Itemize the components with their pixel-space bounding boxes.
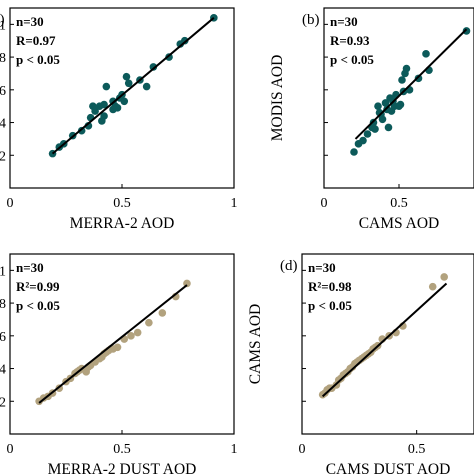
y-axis-label: MODIS AOD xyxy=(269,55,286,142)
plot-area xyxy=(35,279,191,406)
data-point xyxy=(127,332,135,340)
y-tick-label: 1 xyxy=(0,18,6,33)
y-tick-label: 0.2 xyxy=(0,149,6,164)
plot-area xyxy=(318,273,448,399)
stat-line: n=30 xyxy=(330,14,358,29)
regression-line xyxy=(38,284,188,404)
data-point xyxy=(158,309,167,317)
x-tick-label: 1 xyxy=(231,442,238,457)
data-point xyxy=(120,97,129,106)
stat-line: n=30 xyxy=(16,260,44,275)
data-point xyxy=(440,273,448,281)
data-point xyxy=(102,82,111,91)
stat-line: R=0.97 xyxy=(16,33,56,48)
data-point xyxy=(414,74,423,83)
axes-frame xyxy=(301,253,474,435)
data-point xyxy=(396,100,405,109)
data-point xyxy=(384,123,393,132)
plot-area xyxy=(48,14,218,158)
data-point xyxy=(133,328,142,337)
scatter-panel-1: 0.2 0.4 0.6 0.8 1 0 0.5 1 MERRA-2 AOD (a) n=30 R=0.… xyxy=(0,7,238,232)
data-point xyxy=(142,82,151,91)
y-axis-label: CAMS AOD xyxy=(247,304,264,385)
y-tick-label: 1 xyxy=(0,264,6,279)
y-tick-label: 0.8 xyxy=(0,51,6,66)
stat-line: p < 0.05 xyxy=(16,52,60,67)
data-point xyxy=(100,100,108,109)
stat-line: R²=0.98 xyxy=(308,279,352,294)
regression-line xyxy=(51,17,215,155)
x-tick-label: 0 xyxy=(7,196,14,211)
y-tick-label: 0.6 xyxy=(0,84,6,99)
data-point xyxy=(374,102,382,110)
x-axis-label: MERRA-2 AOD xyxy=(70,215,175,232)
x-tick-label: 0.5 xyxy=(113,442,131,457)
data-point xyxy=(100,112,108,120)
data-point xyxy=(113,104,122,112)
data-point xyxy=(359,136,367,145)
stat-line: n=30 xyxy=(308,260,336,275)
x-tick-label: 0.5 xyxy=(390,196,408,211)
panel-label: (d) xyxy=(280,258,298,274)
x-tick-label: 0 xyxy=(299,442,306,457)
x-tick-label: 0.5 xyxy=(113,196,131,211)
data-point xyxy=(350,148,358,156)
plot-area xyxy=(350,27,471,156)
stat-line: p < 0.05 xyxy=(308,298,352,313)
y-tick-label: 0.8 xyxy=(0,297,6,312)
x-tick-label: 1 xyxy=(231,196,238,211)
y-tick-label: 0.4 xyxy=(0,363,6,378)
panel-label: (b) xyxy=(302,12,320,28)
data-point xyxy=(77,126,86,135)
stat-line: R=0.93 xyxy=(330,33,370,48)
panel-label: (a) xyxy=(0,12,5,28)
scatter-panel-3: 0.2 0.4 0.6 0.8 1 0 0.5 1 MERRA-2 DUST AOD n=30 R²… xyxy=(0,253,238,474)
data-point xyxy=(428,282,437,291)
data-point xyxy=(145,318,153,327)
x-axis-label: CAMS DUST AOD xyxy=(326,461,451,474)
stat-line: R²=0.99 xyxy=(16,279,60,294)
data-point xyxy=(149,63,158,71)
x-axis-label: CAMS AOD xyxy=(359,215,440,232)
data-point xyxy=(91,107,99,115)
regression-line xyxy=(354,28,468,140)
data-point xyxy=(124,79,133,88)
scatter-panel-4: 0 0.5 CAMS DUST AOD CAMS AOD (d) n=30 R²=0.98 p… xyxy=(247,253,474,474)
stat-line: n=30 xyxy=(16,14,44,29)
data-point xyxy=(422,50,430,58)
data-point xyxy=(180,36,189,45)
stat-line: p < 0.05 xyxy=(330,52,374,67)
scatter-panel-2: 0 0.5 CAMS AOD MODIS AOD (b) n=30 R=0.93 p < 0.… xyxy=(269,7,474,232)
y-tick-label: 0.4 xyxy=(0,117,6,132)
data-point xyxy=(462,27,471,35)
data-point xyxy=(122,72,131,81)
x-tick-label: 0 xyxy=(7,442,14,457)
data-point xyxy=(371,125,379,133)
stat-line: p < 0.05 xyxy=(16,298,60,313)
y-tick-label: 0.2 xyxy=(0,395,6,410)
x-tick-label: 0 xyxy=(321,196,328,211)
data-point xyxy=(381,99,390,107)
data-point xyxy=(113,343,122,352)
x-tick-label: 0.5 xyxy=(408,442,426,457)
data-point xyxy=(378,115,387,124)
data-point xyxy=(363,130,372,138)
data-point xyxy=(398,76,406,84)
y-tick-label: 0.6 xyxy=(0,330,6,345)
x-axis-label: MERRA-2 DUST AOD xyxy=(48,461,197,474)
data-point xyxy=(402,64,411,73)
regression-line xyxy=(321,282,448,398)
